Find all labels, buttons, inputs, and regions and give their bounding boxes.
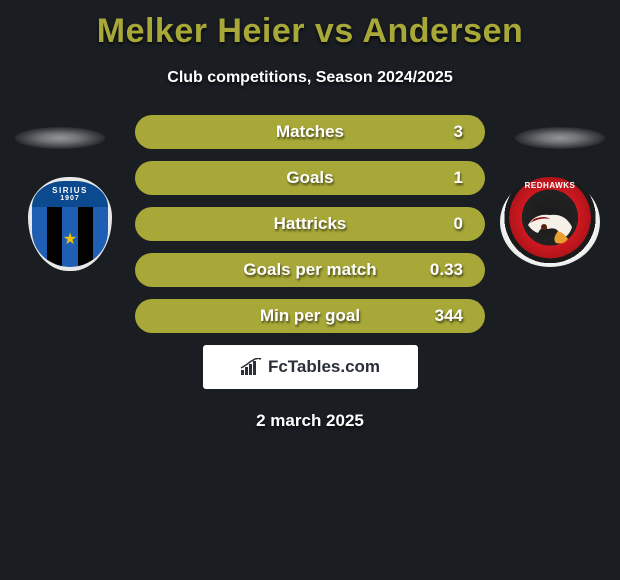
player-shadow-right [515, 127, 605, 149]
brand-text: FcTables.com [268, 357, 380, 377]
stat-label: Min per goal [135, 306, 485, 326]
team-logo-left: SIRIUS 1907 ★ [20, 177, 120, 277]
hawk-icon [520, 205, 580, 255]
comparison-card: Melker Heier vs Andersen Club competitio… [0, 0, 620, 431]
redhawks-badge: REDHAWKS [500, 177, 600, 267]
stat-value: 1 [454, 168, 463, 188]
stat-label: Matches [135, 122, 485, 142]
stat-row-min-per-goal: Min per goal 344 [135, 299, 485, 333]
sirius-badge: SIRIUS 1907 ★ [20, 177, 120, 277]
page-subtitle: Club competitions, Season 2024/2025 [0, 69, 620, 87]
badge-text-left: SIRIUS [52, 187, 88, 195]
brand-box[interactable]: FcTables.com [203, 345, 418, 389]
badge-year-left: 1907 [60, 195, 80, 202]
stat-value: 3 [454, 122, 463, 142]
stat-value: 0 [454, 214, 463, 234]
stat-bars: Matches 3 Goals 1 Hattricks 0 Goals per … [135, 115, 485, 333]
player-shadow-left [15, 127, 105, 149]
stat-value: 0.33 [430, 260, 463, 280]
stat-row-goals: Goals 1 [135, 161, 485, 195]
stat-label: Goals [135, 168, 485, 188]
stat-row-goals-per-match: Goals per match 0.33 [135, 253, 485, 287]
stats-area: SIRIUS 1907 ★ REDHAWKS [0, 115, 620, 431]
bar-chart-icon [240, 358, 262, 376]
page-title: Melker Heier vs Andersen [0, 0, 620, 51]
stat-label: Hattricks [135, 214, 485, 234]
badge-text-right: REDHAWKS [500, 181, 600, 190]
team-logo-right: REDHAWKS [500, 177, 600, 277]
stat-row-hattricks: Hattricks 0 [135, 207, 485, 241]
stat-row-matches: Matches 3 [135, 115, 485, 149]
star-icon: ★ [63, 229, 77, 249]
footer-date: 2 march 2025 [0, 411, 620, 431]
stat-value: 344 [435, 306, 463, 326]
